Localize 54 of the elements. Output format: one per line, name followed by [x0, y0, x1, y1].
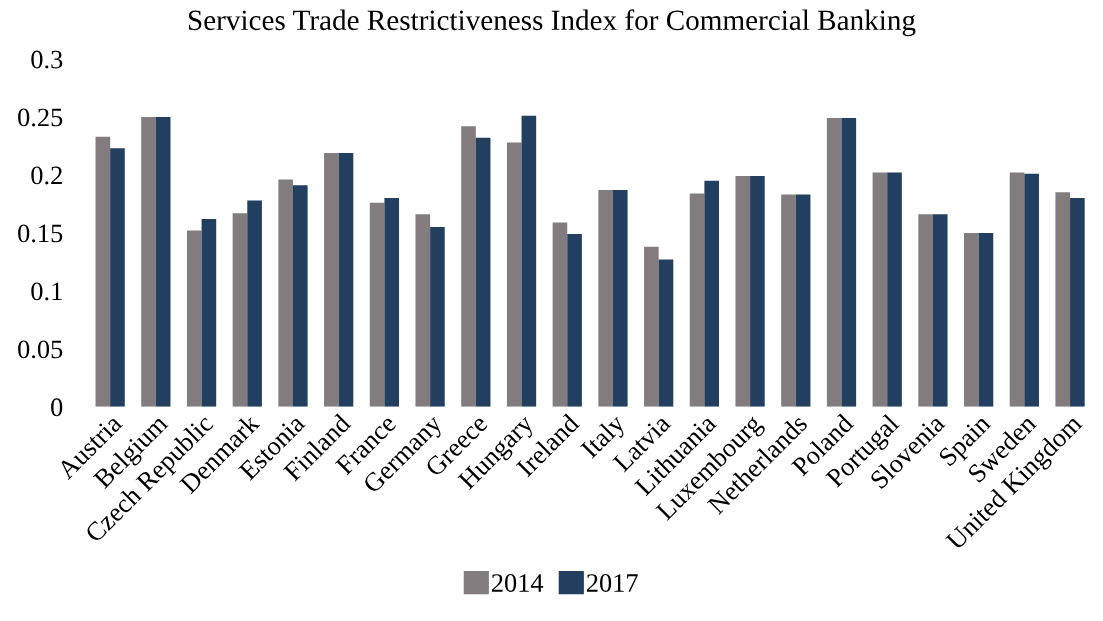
y-tick-label: 0.15: [18, 224, 63, 243]
bar: [1024, 173, 1039, 407]
bar: [932, 214, 948, 407]
y-tick-label: 0.1: [31, 282, 62, 301]
bar: [887, 172, 902, 407]
y-tick-label: 0.2: [31, 166, 62, 185]
bar: [750, 176, 765, 407]
bar: [841, 118, 857, 407]
bar: [964, 232, 979, 407]
bar: [826, 118, 842, 407]
bar: [567, 234, 582, 407]
bar: [552, 222, 568, 407]
bar: [247, 200, 262, 407]
bar: [430, 227, 445, 407]
bar: [141, 116, 156, 407]
y-tick-label: 0.3: [31, 50, 63, 69]
bar: [658, 259, 674, 407]
bar: [155, 116, 171, 407]
bar: [872, 172, 888, 407]
bar: [521, 115, 537, 407]
bar: [689, 193, 705, 407]
bar: [415, 214, 431, 407]
bar: [704, 180, 720, 407]
y-tick-label: 0: [51, 398, 63, 417]
legend-label: 2014: [491, 574, 544, 592]
bar: [278, 179, 293, 407]
bar: [506, 142, 522, 407]
bar: [232, 213, 248, 407]
bar: [735, 176, 751, 407]
bar: [598, 189, 613, 407]
bar: [369, 202, 385, 407]
bar: [795, 194, 811, 407]
bar: [201, 218, 217, 407]
bar: [644, 246, 659, 407]
bar: [918, 214, 933, 407]
bar: [338, 152, 354, 407]
chart-title: Services Trade Restrictiveness Index for Commercial Banking: [188, 9, 916, 37]
y-tick-label: 0.05: [18, 340, 63, 359]
bar: [1070, 198, 1085, 407]
bar: [186, 230, 202, 407]
bar: [292, 185, 308, 407]
bar: [475, 137, 491, 407]
bar: [781, 194, 796, 407]
bar: [461, 126, 476, 407]
bar: [1009, 172, 1025, 407]
legend-label: 2017: [586, 574, 638, 592]
bar: [1055, 192, 1071, 407]
bar: [95, 136, 111, 407]
bar: [110, 148, 125, 407]
bar: [612, 189, 628, 407]
y-tick-label: 0.25: [18, 108, 63, 127]
bar: [384, 198, 400, 407]
bar: [978, 232, 994, 407]
bar: [324, 152, 339, 407]
